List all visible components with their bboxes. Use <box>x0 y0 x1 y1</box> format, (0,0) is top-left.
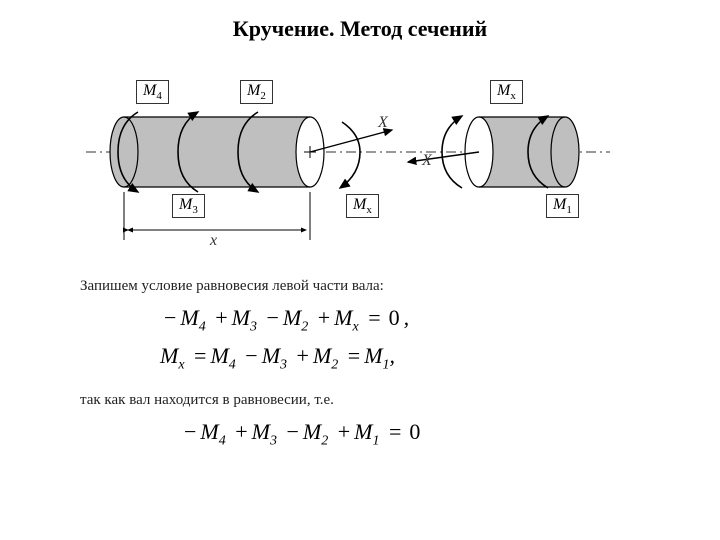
label-mx-left: Mx <box>346 194 379 218</box>
torque-mx-left <box>340 122 360 188</box>
label-m4: M4 <box>136 80 169 104</box>
label-X1: X <box>378 114 388 132</box>
text-because: так как вал находится в равновесии, т.е. <box>0 378 720 415</box>
equation-1: −M4 +M3 −M2 +Mx =0, <box>0 301 720 339</box>
label-m2: M2 <box>240 80 273 104</box>
label-m3: M3 <box>172 194 205 218</box>
label-mx-right: Mx <box>490 80 523 104</box>
text-equilibrium: Запишем условие равновесия левой части в… <box>0 272 720 301</box>
label-X2: X <box>422 152 432 170</box>
torsion-diagram: M4 M2 M3 Mx Mx M1 X X x <box>0 62 720 272</box>
diagram-svg <box>0 62 720 272</box>
equation-3: −M4 +M3 −M2 +M1 =0 <box>0 415 720 453</box>
left-shaft <box>110 117 324 187</box>
label-x-dim: x <box>210 232 217 250</box>
right-shaft <box>465 117 579 187</box>
page-title: Кручение. Метод сечений <box>0 0 720 42</box>
equation-2: Mx =M4 −M3 +M2 =M1, <box>0 339 720 377</box>
label-m1: M1 <box>546 194 579 218</box>
